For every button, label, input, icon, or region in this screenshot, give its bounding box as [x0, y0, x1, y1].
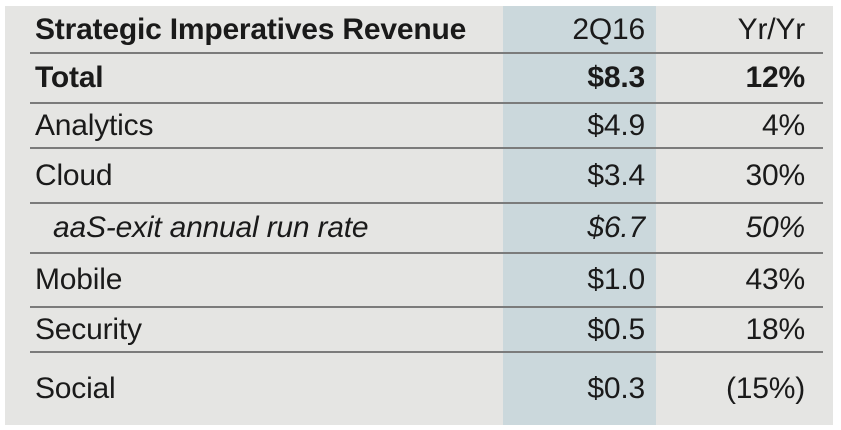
table-row-aas-exit-run-rate: aaS-exit annual run rate $6.7 50%: [5, 203, 833, 254]
table-row-social: Social $0.3 (15%): [5, 352, 833, 425]
value-2q16: $0.5: [587, 312, 645, 346]
row-label: Social: [35, 371, 116, 405]
value-yryr: (15%): [725, 371, 805, 405]
table-row-analytics: Analytics $4.9 4%: [5, 103, 833, 149]
value-yryr: 43%: [745, 263, 806, 296]
revenue-table: Strategic Imperatives Revenue 2Q16 Yr/Yr…: [5, 6, 833, 425]
table-row-total: Total $8.3 12%: [5, 53, 833, 104]
table-row-cloud: Cloud $3.4 30%: [5, 148, 833, 204]
row-label: Cloud: [35, 158, 113, 192]
table-row-security: Security $0.5 18%: [5, 307, 833, 353]
value-2q16: $8.3: [587, 61, 645, 94]
row-label: aaS-exit annual run rate: [53, 211, 369, 244]
value-yryr: 50%: [745, 211, 806, 244]
row-label: Analytics: [35, 108, 154, 142]
value-2q16: $4.9: [587, 108, 645, 142]
value-yryr: 18%: [745, 312, 806, 346]
table-row-mobile: Mobile $1.0 43%: [5, 253, 833, 308]
row-label: Mobile: [35, 263, 123, 296]
table-header-row: Strategic Imperatives Revenue 2Q16 Yr/Yr: [5, 6, 833, 54]
value-2q16: $0.3: [587, 371, 645, 405]
highlight-column-band: [503, 6, 656, 425]
value-2q16: $6.7: [587, 211, 645, 244]
table-panel: Strategic Imperatives Revenue 2Q16 Yr/Yr…: [5, 6, 833, 425]
column-header-yryr: Yr/Yr: [737, 12, 806, 46]
column-header-2q16: 2Q16: [572, 12, 645, 46]
row-label: Total: [35, 61, 104, 94]
value-2q16: $3.4: [587, 158, 645, 192]
value-2q16: $1.0: [587, 263, 645, 296]
table-title: Strategic Imperatives Revenue: [35, 12, 467, 46]
value-yryr: 30%: [745, 158, 806, 192]
value-yryr: 12%: [745, 61, 806, 94]
row-label: Security: [35, 312, 142, 346]
value-yryr: 4%: [762, 108, 805, 142]
